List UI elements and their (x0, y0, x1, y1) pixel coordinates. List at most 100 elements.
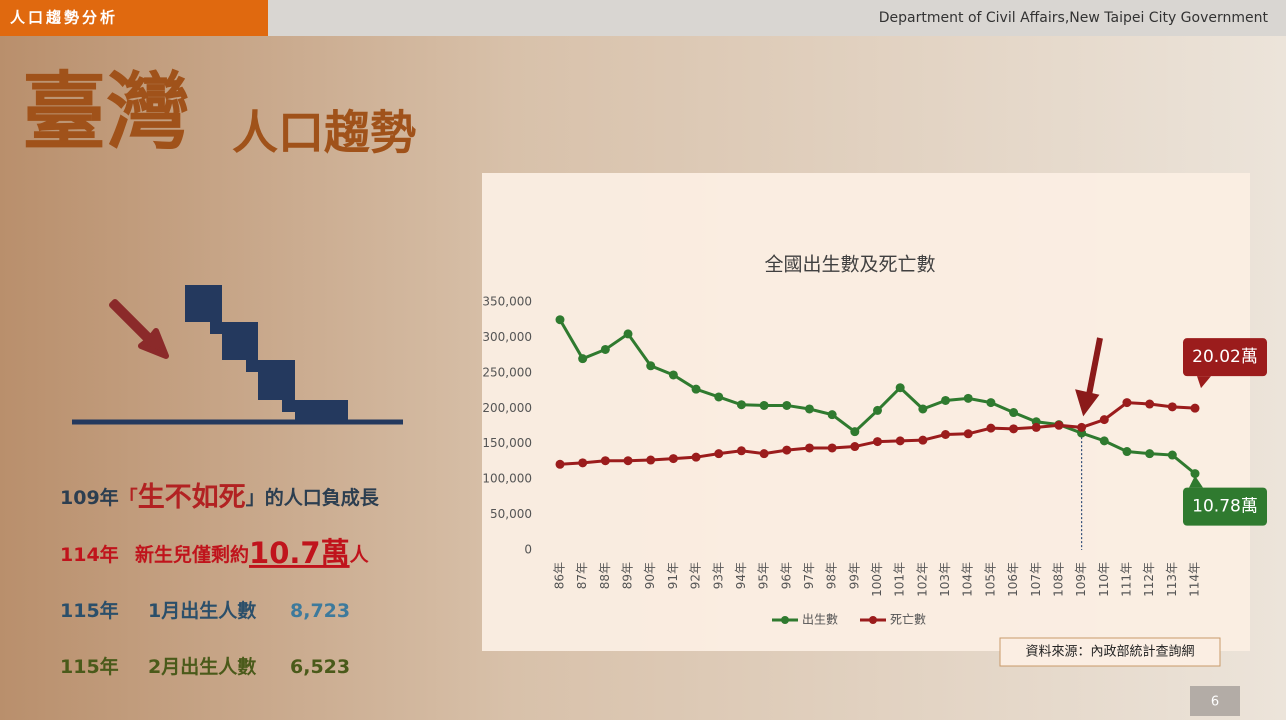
data-point (1145, 449, 1154, 458)
note-year: 109年 (60, 486, 119, 509)
data-point (692, 385, 701, 394)
data-point (1077, 423, 1086, 432)
x-tick-label: 105年 (983, 562, 997, 597)
note-text: 「 (119, 486, 138, 509)
x-tick-label: 93年 (711, 562, 725, 589)
x-tick-label: 98年 (825, 562, 839, 589)
x-tick-label: 102年 (915, 562, 929, 597)
note-year: 115年 (60, 655, 119, 678)
x-tick-label: 103年 (938, 562, 952, 597)
data-point (714, 392, 723, 401)
data-point (624, 329, 633, 338)
y-tick-label: 200,000 (482, 401, 532, 415)
source: 資料來源：內政部統計查詢網 (1025, 644, 1194, 660)
legend-label: 死亡數 (890, 613, 926, 627)
data-point (760, 401, 769, 410)
data-point (1032, 423, 1041, 432)
x-tick-label: 89年 (621, 562, 635, 589)
note-year: 115年 (60, 599, 119, 622)
legend-label: 出生數 (802, 613, 838, 627)
data-point (805, 443, 814, 452)
legend-marker (869, 616, 877, 624)
data-point (782, 446, 791, 455)
legend-marker (781, 616, 789, 624)
data-point (760, 449, 769, 458)
data-point (601, 345, 610, 354)
page-number: 6 (1211, 695, 1219, 710)
data-point (692, 453, 701, 462)
organization: Department of Civil Affairs,New Taipei C… (879, 10, 1269, 26)
data-point (850, 442, 859, 451)
x-tick-label: 113年 (1165, 562, 1179, 597)
data-point (805, 404, 814, 413)
data-point (556, 460, 565, 469)
y-tick-label: 350,000 (482, 295, 532, 309)
x-tick-label: 92年 (689, 562, 703, 589)
x-tick-label: 112年 (1142, 562, 1156, 597)
note-line: 109年「生不如死」的人口負成長 (60, 482, 380, 513)
x-tick-label: 108年 (1051, 562, 1065, 597)
data-point (737, 446, 746, 455)
x-tick-label: 87年 (575, 562, 589, 589)
x-tick-label: 97年 (802, 562, 816, 589)
x-tick-label: 114年 (1188, 562, 1202, 597)
data-point (737, 400, 746, 409)
data-point (828, 443, 837, 452)
data-point (669, 454, 678, 463)
data-point (1145, 400, 1154, 409)
data-point (986, 424, 995, 433)
y-tick-label: 250,000 (482, 365, 532, 379)
x-tick-label: 104年 (961, 562, 975, 597)
x-tick-label: 110年 (1097, 562, 1111, 597)
data-point (828, 410, 837, 419)
data-point (896, 383, 905, 392)
tag: 人口趨勢分析 (10, 9, 118, 27)
data-point (1100, 415, 1109, 424)
x-tick-label: 101年 (893, 562, 907, 597)
chart-title: 全國出生數及死亡數 (764, 254, 935, 276)
note-year: 114年 (60, 543, 119, 566)
data-point (850, 427, 859, 436)
x-tick-label: 96年 (779, 562, 793, 589)
data-point (873, 437, 882, 446)
data-point (1100, 436, 1109, 445)
y-tick-label: 150,000 (482, 436, 532, 450)
data-point (941, 396, 950, 405)
note-text: 新生兒僅剩約 (135, 543, 249, 566)
data-point (941, 430, 950, 439)
note-text: 1月出生人數 (148, 599, 256, 622)
data-point (646, 456, 655, 465)
y-tick-label: 100,000 (482, 472, 532, 486)
x-tick-label: 86年 (553, 562, 567, 589)
data-point (714, 449, 723, 458)
value-label: 10.78萬 (1192, 497, 1258, 517)
x-tick-label: 100年 (870, 562, 884, 597)
note-line: 115年 1月出生人數 8,723 (60, 599, 350, 622)
slide: 人口趨勢分析 Department of Civil Affairs,New T… (0, 0, 1286, 720)
data-point (1168, 402, 1177, 411)
data-point (1009, 424, 1018, 433)
value-label: 20.02萬 (1192, 347, 1258, 367)
note-number: 8,723 (290, 600, 350, 622)
x-tick-label: 99年 (847, 562, 861, 589)
data-point (1122, 447, 1131, 456)
data-point (964, 394, 973, 403)
data-point (556, 315, 565, 324)
note-highlight: 10.7萬 (249, 536, 350, 570)
data-point (1122, 398, 1131, 407)
title-sub: 人口趨勢 (232, 106, 416, 160)
note-highlight: 生不如死 (138, 482, 246, 513)
note-text: 2月出生人數 (148, 655, 256, 678)
data-point (964, 429, 973, 438)
data-point (986, 398, 995, 407)
data-point (601, 456, 610, 465)
data-point (1168, 451, 1177, 460)
note-line: 115年 2月出生人數 6,523 (60, 655, 350, 678)
data-point (918, 404, 927, 413)
data-point (646, 361, 655, 370)
note-number: 6,523 (290, 656, 350, 678)
y-tick-label: 50,000 (490, 507, 532, 521)
note-text: 人 (350, 544, 370, 566)
data-point (896, 436, 905, 445)
data-point (578, 458, 587, 467)
